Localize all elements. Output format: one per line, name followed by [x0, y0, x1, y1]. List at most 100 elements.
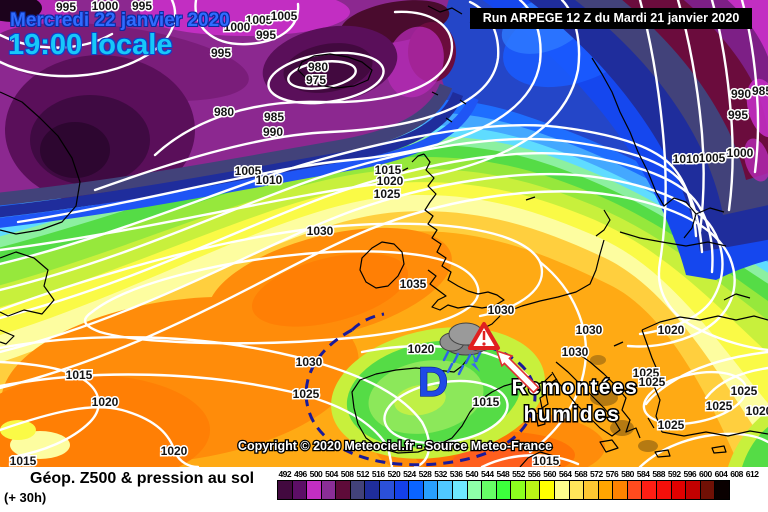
legend-swatch — [597, 480, 614, 500]
legend-value: 592 — [667, 469, 681, 479]
legend-value: 552 — [512, 469, 525, 479]
pressure-label: 1025 — [658, 418, 685, 432]
legend-swatch — [612, 480, 628, 500]
legend-value: 560 — [543, 469, 556, 479]
legend-value: 584 — [636, 469, 650, 479]
cutoff-low-pocket — [331, 327, 768, 467]
legend-swatch — [481, 480, 497, 500]
pressure-label: 1015 — [533, 454, 560, 467]
legend-value: 528 — [418, 469, 432, 479]
legend-value: 544 — [480, 469, 494, 479]
legend-swatch — [349, 480, 366, 500]
pressure-label: 1025 — [633, 366, 660, 380]
pressure-label: 990 — [263, 125, 283, 139]
legend-value: 516 — [371, 469, 385, 479]
pressure-label: 1005 — [699, 151, 726, 165]
warning-triangle-icon — [468, 322, 500, 350]
footer-bar: Géop. Z500 & pression au sol (+ 30h) 492… — [0, 467, 768, 512]
legend-swatch — [685, 480, 701, 500]
legend-swatch — [539, 480, 555, 500]
legend-swatch — [335, 480, 351, 500]
legend-swatch — [553, 480, 570, 500]
legend-swatch — [364, 480, 381, 500]
map-parameter-title: Géop. Z500 & pression au sol — [30, 470, 255, 487]
legend-swatch — [408, 480, 424, 500]
pressure-label: 1030 — [562, 345, 589, 359]
pressure-label: 1015 — [66, 368, 93, 382]
legend-swatch — [306, 480, 322, 500]
legend-value: 504 — [325, 469, 338, 479]
legend-value: 572 — [590, 469, 603, 479]
pressure-label: 1030 — [576, 323, 603, 337]
pressure-label: 1030 — [296, 355, 323, 369]
pressure-label: 1020 — [746, 404, 768, 418]
legend-swatch — [379, 480, 395, 500]
pressure-label: 975 — [306, 73, 326, 87]
legend-swatch — [656, 480, 672, 500]
pressure-label: 1015 — [375, 163, 402, 177]
legend-value: 520 — [387, 469, 401, 479]
legend-value: 524 — [403, 469, 416, 479]
pressure-label: 1000 — [92, 0, 119, 13]
legend-value: 556 — [527, 469, 541, 479]
legend-value: 540 — [465, 469, 479, 479]
pressure-label: 980 — [214, 105, 234, 119]
pressure-label: 1025 — [731, 384, 758, 398]
pressure-label: 1030 — [307, 224, 334, 238]
legend-value: 512 — [356, 469, 370, 479]
legend-value: 508 — [340, 469, 354, 479]
humidity-arrow-icon — [495, 349, 540, 394]
legend-value: 580 — [621, 469, 634, 479]
legend-value: 576 — [605, 469, 619, 479]
pressure-label: 985 — [752, 84, 768, 98]
pressure-label: 995 — [728, 108, 748, 122]
lead-time-label: (+ 30h) — [4, 490, 47, 505]
legend-swatch — [670, 480, 687, 500]
color-scale: 492 496 500 504 508 512 516 520 524 528 532 536 540 5… — [277, 469, 761, 500]
pressure-label: 1020 — [161, 444, 188, 458]
pressure-label: 1035 — [400, 277, 427, 291]
legend-value: 500 — [309, 469, 323, 479]
legend-value: 496 — [294, 469, 307, 479]
pressure-label: 1005 — [246, 13, 273, 27]
pressure-label: 1005 — [235, 164, 262, 178]
legend-value: 568 — [574, 469, 588, 479]
pressure-label: 1020 — [408, 342, 435, 356]
date-label: Mercredi 22 janvier 2020 — [10, 10, 230, 31]
legend-value: 608 — [730, 469, 743, 479]
pressure-label: 1015 — [473, 395, 500, 409]
legend-value: 536 — [449, 469, 463, 479]
legend-swatch — [466, 480, 483, 500]
pressure-label: 985 — [264, 110, 284, 124]
legend-swatch — [510, 480, 526, 500]
isobar-lines — [0, 0, 768, 467]
legend-value: 564 — [558, 469, 572, 479]
coastlines — [0, 5, 768, 467]
pressure-label: 1010 — [256, 173, 283, 187]
legend-swatch — [524, 480, 541, 500]
legend-swatch — [714, 480, 730, 500]
legend-swatch — [699, 480, 716, 500]
legend-swatch — [422, 480, 439, 500]
pressure-label: 1000 — [727, 146, 754, 160]
color-scale-values: 492 496 500 504 508 512 516 520 524 528 532 536 540 5… — [277, 469, 761, 479]
legend-value: 596 — [683, 469, 697, 479]
annotation-line1: Remontées — [512, 376, 639, 399]
legend-value: 612 — [745, 469, 759, 479]
color-scale-swatches — [277, 480, 761, 500]
legend-value: 532 — [434, 469, 447, 479]
legend-swatch — [451, 480, 468, 500]
local-time-label: 19:00 locale — [8, 29, 173, 61]
pressure-label: 1020 — [377, 174, 404, 188]
pressure-label: 1005 — [271, 9, 298, 23]
pressure-label: 995 — [56, 0, 76, 14]
pressure-label: 1025 — [639, 375, 666, 389]
pressure-label: 1020 — [92, 395, 119, 409]
legend-swatch — [277, 480, 293, 500]
depression-marker: D — [418, 358, 448, 405]
legend-value: 604 — [714, 469, 728, 479]
pressure-label: 990 — [731, 87, 751, 101]
legend-value: 548 — [496, 469, 510, 479]
